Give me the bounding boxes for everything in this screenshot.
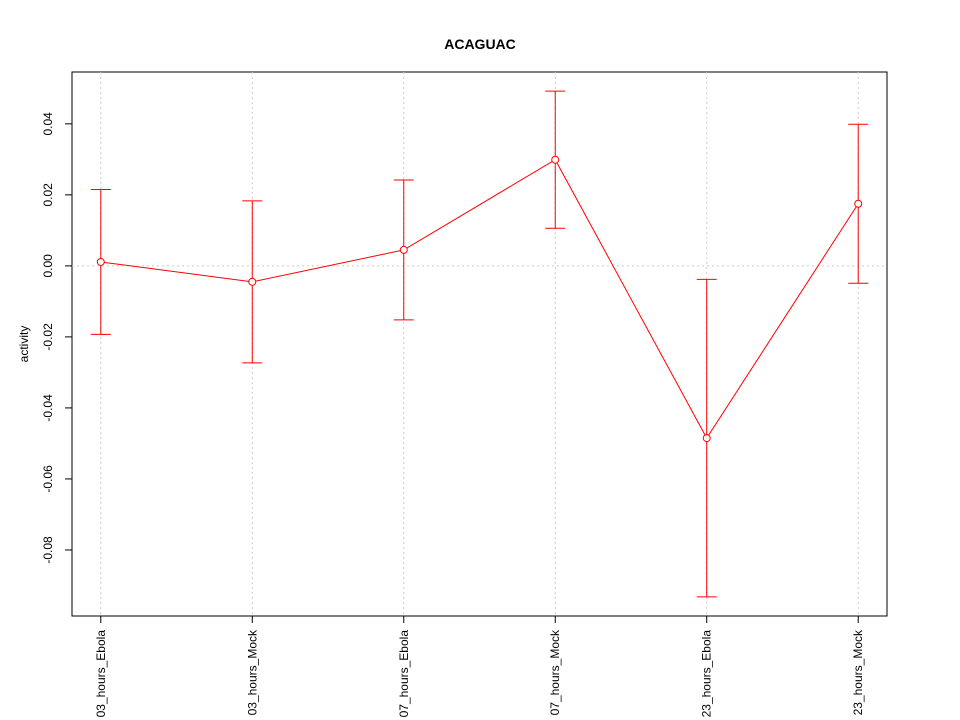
x-tick-label: 03_hours_Ebola	[94, 630, 108, 718]
point	[96, 257, 105, 266]
x-tick-label: 07_hours_Ebola	[397, 630, 411, 718]
y-tick-label: 0.00	[41, 254, 55, 278]
point	[551, 155, 560, 164]
chart-title: ACAGUAC	[444, 36, 516, 52]
x-tick-label: 03_hours_Mock	[245, 629, 259, 715]
y-tick-label: -0.06	[41, 465, 55, 493]
y-axis-label: activity	[17, 326, 31, 363]
point	[399, 245, 408, 254]
y-tick-label: 0.04	[41, 112, 55, 136]
y-tick-label: -0.02	[41, 323, 55, 351]
point	[854, 199, 863, 208]
y-tick-label: -0.04	[41, 394, 55, 422]
x-tick-label: 07_hours_Mock	[548, 629, 562, 715]
plot-frame	[71, 71, 888, 617]
x-tick-label: 23_hours_Mock	[851, 629, 865, 715]
y-tick-label: 0.02	[41, 183, 55, 207]
x-tick-label: 23_hours_Ebola	[700, 630, 714, 718]
series-line	[100, 159, 859, 440]
y-tick-label: -0.08	[41, 536, 55, 564]
point	[248, 277, 257, 286]
point	[702, 434, 711, 443]
